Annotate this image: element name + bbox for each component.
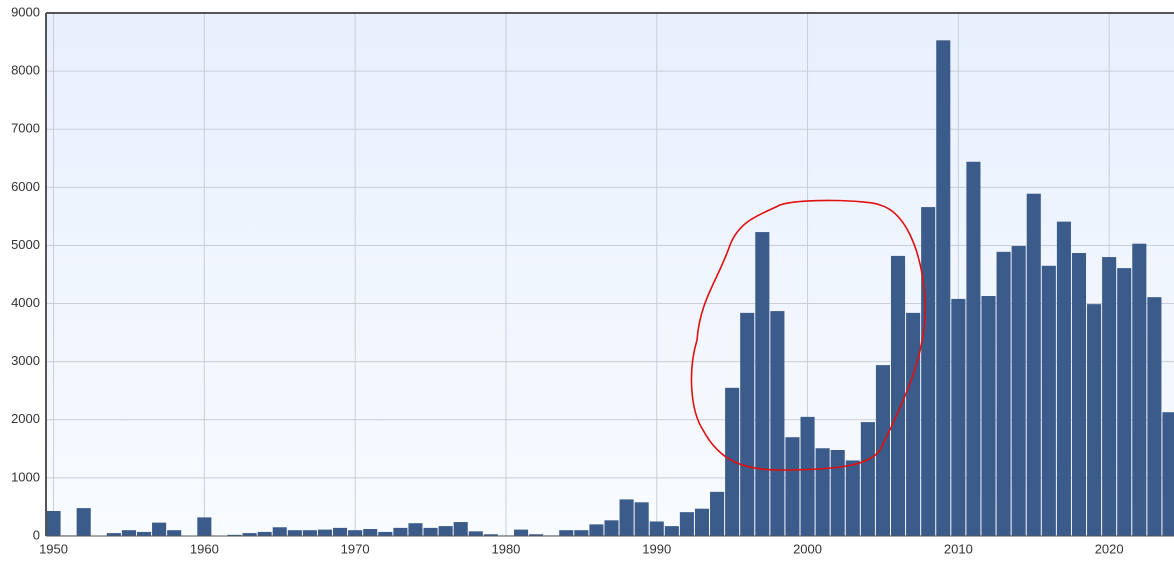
bar	[513, 529, 529, 536]
bar	[694, 508, 710, 536]
bar	[785, 437, 800, 536]
bar	[951, 298, 966, 536]
bar	[890, 255, 906, 536]
y-tick-label: 4000	[11, 295, 40, 310]
y-tick-label: 7000	[11, 121, 40, 136]
bar	[1011, 246, 1026, 536]
bar	[815, 448, 830, 536]
bar	[438, 526, 453, 536]
bar	[408, 523, 423, 536]
bar	[1087, 304, 1102, 536]
bar	[740, 312, 755, 536]
bar	[664, 526, 679, 536]
bar	[830, 449, 845, 536]
bar	[106, 533, 121, 536]
y-tick-label: 2000	[11, 411, 40, 426]
bar	[1071, 252, 1087, 536]
bar	[302, 530, 317, 536]
bar	[725, 387, 740, 536]
bar	[272, 527, 287, 536]
bar	[348, 530, 363, 536]
bar	[634, 502, 649, 536]
bar	[167, 530, 182, 536]
bar	[996, 251, 1011, 536]
bar	[649, 521, 664, 536]
bar	[604, 520, 619, 536]
bar	[574, 530, 589, 536]
bar	[936, 40, 951, 536]
bar	[227, 534, 242, 536]
bar	[529, 534, 544, 536]
x-tick-label: 2000	[793, 541, 822, 556]
bar	[1117, 268, 1132, 536]
bar	[845, 460, 860, 536]
bar	[393, 527, 408, 536]
bar	[287, 530, 302, 536]
bar	[423, 527, 438, 536]
bar	[242, 533, 257, 536]
x-tick-label: 2020	[1095, 541, 1124, 556]
bar	[483, 534, 498, 536]
bar	[589, 524, 604, 536]
bar	[317, 529, 333, 536]
x-tick-label: 1950	[39, 541, 68, 556]
bar	[46, 511, 61, 536]
bar	[378, 531, 393, 536]
bar	[559, 530, 574, 536]
y-tick-label: 1000	[11, 469, 40, 484]
bar	[363, 529, 378, 536]
x-tick-label: 1990	[642, 541, 671, 556]
bar	[619, 499, 634, 536]
bar	[860, 422, 875, 536]
bar	[468, 531, 483, 536]
bar	[76, 508, 91, 536]
hand-drawn-circle	[690, 199, 927, 471]
bar	[136, 531, 152, 536]
bar	[770, 311, 785, 536]
bar	[710, 491, 725, 536]
y-tick-label: 5000	[11, 237, 40, 252]
y-tick-label: 0	[33, 527, 40, 542]
bar	[800, 416, 815, 536]
bar	[453, 522, 468, 536]
bar	[197, 517, 212, 536]
x-tick-label: 1980	[491, 541, 520, 556]
bar	[257, 531, 272, 536]
y-tick-label: 8000	[11, 63, 40, 78]
bar	[1147, 297, 1162, 536]
bar	[906, 312, 921, 536]
bar	[966, 161, 981, 536]
bar	[333, 527, 348, 536]
bar	[121, 530, 136, 536]
y-tick-label: 3000	[11, 353, 40, 368]
bar	[755, 232, 770, 536]
y-tick-label: 9000	[11, 4, 40, 19]
x-tick-label: 1960	[190, 541, 219, 556]
x-tick-label: 1970	[341, 541, 370, 556]
bar	[1056, 221, 1071, 536]
bar	[1162, 412, 1174, 536]
bar	[1102, 257, 1117, 536]
bar	[152, 522, 167, 536]
bar	[875, 365, 890, 536]
bar	[1132, 243, 1147, 536]
bar	[1041, 265, 1056, 536]
y-tick-label: 6000	[11, 179, 40, 194]
bar	[679, 512, 694, 536]
bar	[981, 296, 996, 536]
x-tick-label: 2010	[944, 541, 973, 556]
bar	[921, 207, 936, 536]
bar	[1026, 193, 1041, 536]
